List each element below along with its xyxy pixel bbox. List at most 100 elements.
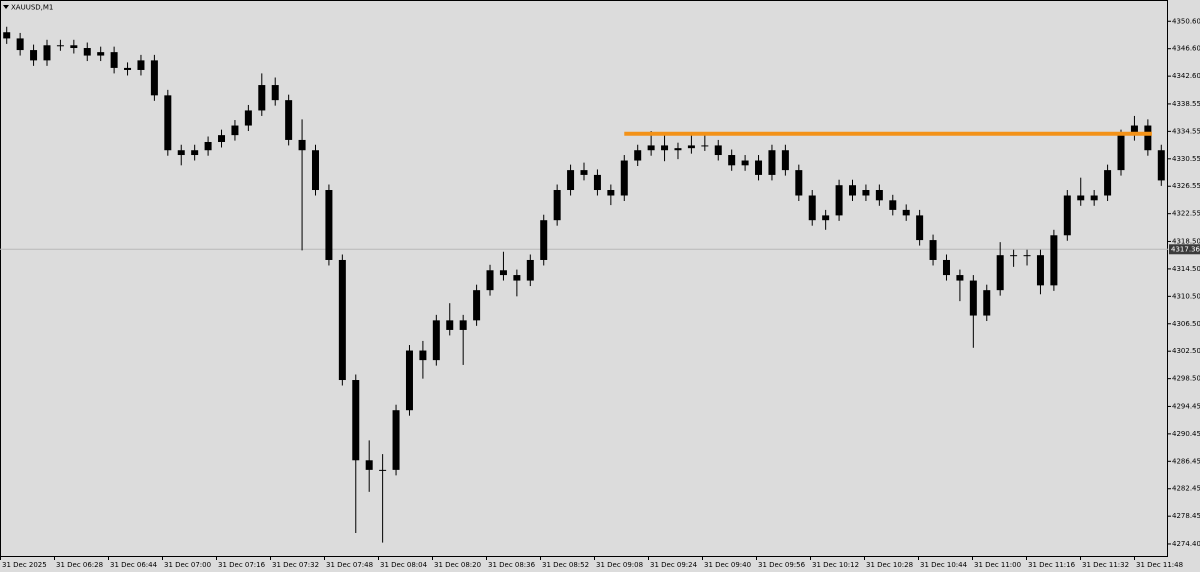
candle-body [432, 320, 440, 361]
candle-body [70, 45, 78, 49]
candle-body [83, 48, 91, 56]
y-tick-label: 4278.45 [1172, 512, 1200, 520]
y-tick-label: 4310.50 [1172, 292, 1200, 300]
y-tick-label: 4346.60 [1172, 45, 1200, 53]
candle-body [983, 290, 991, 316]
x-tick-label: 31 Dec 07:16 [218, 561, 266, 569]
candle-body [1157, 150, 1165, 181]
chart-title: XAUUSD,M1 [11, 4, 53, 12]
candle-body [620, 160, 628, 196]
candle-body [889, 200, 897, 210]
candle-body [499, 270, 507, 276]
x-tick-label: 31 Dec 08:36 [488, 561, 536, 569]
candle-body [110, 52, 118, 68]
y-tick-label: 4314.50 [1172, 265, 1200, 273]
y-tick-label: 4306.50 [1172, 320, 1200, 328]
y-tick-label: 4342.60 [1172, 72, 1200, 80]
candle-body [419, 350, 427, 361]
candle-body [271, 85, 279, 101]
x-tick-label: 31 Dec 06:44 [110, 561, 158, 569]
candle-body [902, 209, 910, 216]
candle-body [1010, 255, 1018, 257]
candle-body [285, 100, 293, 140]
candle-body [97, 52, 105, 56]
x-tick-label: 31 Dec 08:52 [542, 561, 589, 569]
plot-area [0, 0, 1168, 557]
symbol-menu-icon[interactable] [3, 5, 9, 9]
candle-body [473, 290, 481, 321]
candle-body [244, 110, 252, 126]
candle-body [3, 32, 11, 39]
x-tick-label: 31 Dec 10:12 [812, 561, 859, 569]
candle-body [916, 215, 924, 241]
candle-body [137, 60, 145, 70]
candle-body [1104, 170, 1112, 196]
candle-body [795, 170, 803, 196]
candle-body [526, 259, 534, 281]
x-tick-label: 31 Dec 09:24 [650, 561, 698, 569]
candle-body [714, 145, 722, 156]
x-tick-label: 31 Dec 07:48 [326, 561, 373, 569]
candle-body [929, 240, 937, 260]
current-price-box [1169, 244, 1200, 255]
candle-body [164, 95, 172, 151]
candle-body [405, 350, 413, 411]
candle-body [781, 150, 789, 171]
candle-body [674, 148, 682, 151]
candle-body [634, 150, 642, 161]
candle-body [687, 145, 695, 149]
candle-body [862, 190, 870, 196]
y-tick-label: 4294.45 [1172, 402, 1200, 410]
candle-body [150, 60, 158, 96]
candle-body [16, 38, 24, 51]
candle-body [56, 45, 64, 47]
x-tick-label: 31 Dec 09:56 [758, 561, 806, 569]
x-tick-label: 31 Dec 07:00 [164, 561, 211, 569]
candle-body [446, 320, 454, 330]
x-tick-label: 31 Dec 08:20 [434, 561, 481, 569]
candle-body [338, 259, 346, 381]
x-tick-label: 31 Dec 09:08 [596, 561, 643, 569]
candle-body [43, 45, 51, 61]
candle-body [365, 460, 373, 470]
x-tick-label: 31 Dec 11:16 [1028, 561, 1076, 569]
candle-body [956, 275, 964, 281]
x-tick-label: 31 Dec 11:48 [1136, 561, 1183, 569]
candle-body [311, 150, 319, 191]
candle-body [808, 195, 816, 221]
candle-body [30, 50, 38, 61]
x-tick-label: 31 Dec 06:28 [56, 561, 103, 569]
candle-body [701, 145, 709, 147]
current-price-label: 4317.36 [1171, 245, 1200, 253]
candle-body [298, 139, 306, 151]
candle-body [1117, 135, 1125, 171]
candle-body [875, 190, 883, 201]
y-tick-label: 4334.55 [1172, 127, 1200, 135]
candle-body [661, 145, 669, 151]
candle-body [1050, 235, 1058, 286]
candle-body [1036, 255, 1044, 286]
candle-body [996, 255, 1004, 291]
x-tick-label: 31 Dec 11:00 [974, 561, 1021, 569]
candle-body [1130, 125, 1138, 136]
y-tick-label: 4274.40 [1172, 540, 1200, 548]
candle-body [741, 160, 749, 166]
candle-body [553, 190, 561, 221]
y-tick-label: 4322.55 [1172, 210, 1200, 218]
x-tick-label: 31 Dec 10:44 [920, 561, 968, 569]
candle-body [513, 275, 521, 281]
candle-body [755, 160, 763, 175]
candle-body [1063, 195, 1071, 236]
candle-body [647, 145, 655, 151]
candle-body [486, 270, 494, 291]
candle-body [258, 85, 266, 111]
candle-body [728, 155, 736, 166]
candle-body [607, 190, 615, 196]
candle-body [218, 135, 226, 142]
x-tick-label: 31 Dec 2025 [2, 561, 47, 569]
x-tick-label: 31 Dec 08:04 [380, 561, 428, 569]
candle-body [325, 190, 333, 260]
candle-body [1023, 255, 1031, 257]
